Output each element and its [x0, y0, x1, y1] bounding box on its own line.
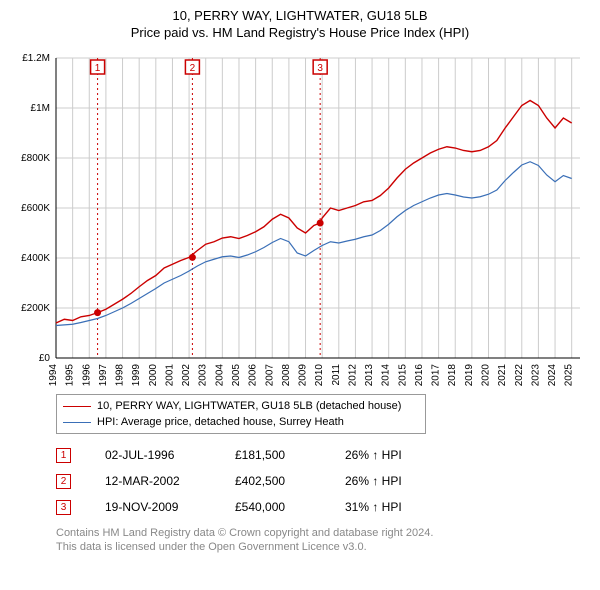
sales-table: 1 02-JUL-1996£181,50026% ↑ HPI 2 12-MAR-200… [56, 442, 590, 520]
svg-text:2003: 2003 [198, 364, 209, 387]
sale-pct-vs-hpi: 26% ↑ HPI [345, 448, 455, 462]
svg-text:2023: 2023 [530, 364, 541, 387]
svg-text:1998: 1998 [115, 364, 126, 387]
svg-text:2011: 2011 [331, 364, 342, 386]
svg-text:2000: 2000 [148, 364, 159, 387]
svg-text:2017: 2017 [431, 364, 442, 387]
svg-text:£200K: £200K [21, 303, 50, 314]
sales-row: 1 02-JUL-1996£181,50026% ↑ HPI [56, 442, 590, 468]
svg-text:£1M: £1M [31, 103, 50, 114]
svg-text:1997: 1997 [98, 364, 109, 387]
chart-title: 10, PERRY WAY, LIGHTWATER, GU18 5LB [10, 8, 590, 23]
svg-text:2010: 2010 [314, 364, 325, 387]
svg-text:2016: 2016 [414, 364, 425, 387]
svg-text:£800K: £800K [21, 153, 50, 164]
svg-text:1996: 1996 [81, 364, 92, 387]
footer-line-2: This data is licensed under the Open Gov… [56, 540, 536, 554]
legend-swatch [63, 406, 91, 407]
chart-plot-area: £0 £200K £400K £600K £800K £1M £1.2M 1994 1995 19… [10, 48, 590, 388]
svg-text:1995: 1995 [65, 364, 76, 387]
footer-line-1: Contains HM Land Registry data © Crown c… [56, 526, 536, 540]
svg-text:2019: 2019 [464, 364, 475, 387]
legend-label: HPI: Average price, detached house, Surr… [97, 414, 344, 430]
sale-price: £181,500 [235, 448, 345, 462]
svg-text:2020: 2020 [481, 364, 492, 387]
svg-text:2005: 2005 [231, 364, 242, 387]
svg-text:2007: 2007 [264, 364, 275, 387]
svg-text:3: 3 [317, 63, 323, 74]
legend-box: 10, PERRY WAY, LIGHTWATER, GU18 5LB (det… [56, 394, 426, 434]
svg-text:2008: 2008 [281, 364, 292, 387]
svg-text:2018: 2018 [447, 364, 458, 387]
svg-text:£600K: £600K [21, 203, 50, 214]
sale-marker-box: 1 [56, 448, 71, 463]
sales-row: 3 19-NOV-2009£540,00031% ↑ HPI [56, 494, 590, 520]
svg-text:2024: 2024 [547, 364, 558, 387]
sale-date: 12-MAR-2002 [105, 474, 235, 488]
svg-text:2021: 2021 [497, 364, 508, 387]
sale-date: 02-JUL-1996 [105, 448, 235, 462]
svg-text:2022: 2022 [514, 364, 525, 387]
footer-attribution: Contains HM Land Registry data © Crown c… [56, 526, 536, 554]
svg-text:2014: 2014 [381, 364, 392, 387]
sales-row: 2 12-MAR-2002£402,50026% ↑ HPI [56, 468, 590, 494]
svg-text:£1.2M: £1.2M [22, 53, 50, 64]
sale-price: £540,000 [235, 500, 345, 514]
svg-text:2015: 2015 [397, 364, 408, 387]
chart-container: 10, PERRY WAY, LIGHTWATER, GU18 5LB Pric… [0, 0, 600, 564]
svg-text:2: 2 [190, 63, 196, 74]
svg-text:£400K: £400K [21, 253, 50, 264]
svg-text:2009: 2009 [298, 364, 309, 387]
svg-text:2004: 2004 [214, 364, 225, 387]
legend-label: 10, PERRY WAY, LIGHTWATER, GU18 5LB (det… [97, 398, 401, 414]
sale-marker-box: 3 [56, 500, 71, 515]
sale-marker-box: 2 [56, 474, 71, 489]
svg-text:1994: 1994 [48, 364, 59, 387]
svg-text:£0: £0 [39, 353, 51, 364]
legend-swatch [63, 422, 91, 423]
svg-text:1999: 1999 [131, 364, 142, 387]
sale-pct-vs-hpi: 26% ↑ HPI [345, 474, 455, 488]
sale-price: £402,500 [235, 474, 345, 488]
legend-item: 10, PERRY WAY, LIGHTWATER, GU18 5LB (det… [63, 398, 419, 414]
svg-text:2001: 2001 [164, 364, 175, 387]
chart-subtitle: Price paid vs. HM Land Registry's House … [10, 25, 590, 40]
svg-text:2012: 2012 [347, 364, 358, 387]
svg-text:2013: 2013 [364, 364, 375, 387]
sale-date: 19-NOV-2009 [105, 500, 235, 514]
svg-text:2025: 2025 [564, 364, 575, 387]
sale-pct-vs-hpi: 31% ↑ HPI [345, 500, 455, 514]
svg-text:1: 1 [95, 63, 101, 74]
legend-item: HPI: Average price, detached house, Surr… [63, 414, 419, 430]
line-chart-svg: £0 £200K £400K £600K £800K £1M £1.2M 1994 1995 19… [10, 48, 590, 388]
svg-text:2006: 2006 [248, 364, 259, 387]
svg-text:2002: 2002 [181, 364, 192, 387]
